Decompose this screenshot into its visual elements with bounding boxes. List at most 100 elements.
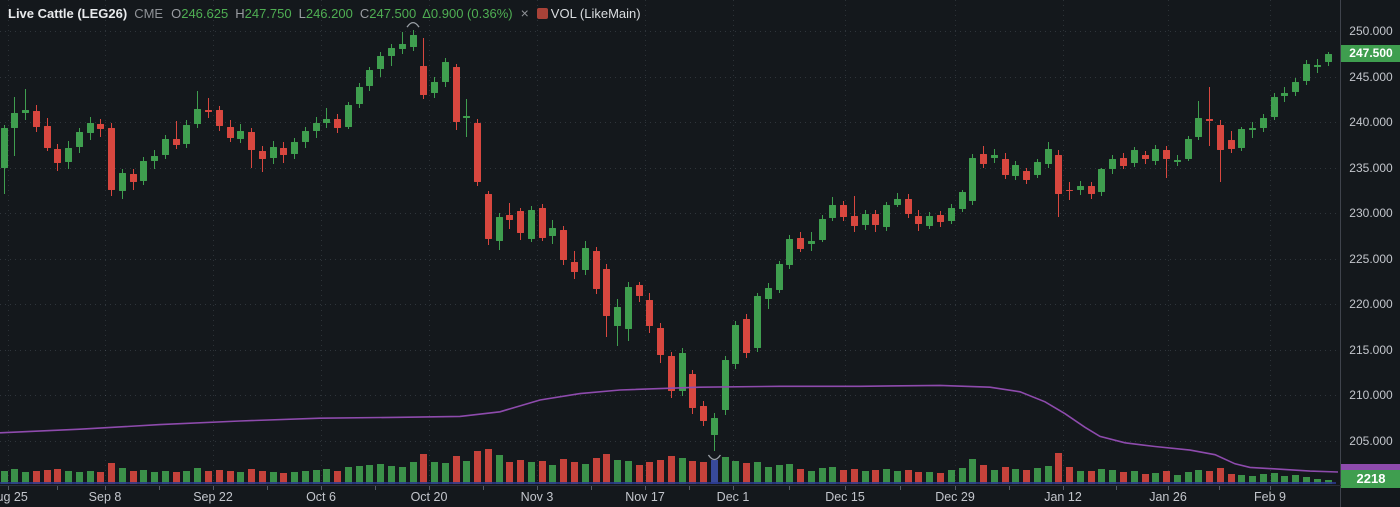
candle-body <box>571 261 578 272</box>
candle-wick <box>261 145 263 173</box>
candle-body <box>527 209 535 239</box>
volume-bar <box>183 470 191 484</box>
candle-body <box>312 123 320 132</box>
candle-body <box>301 131 309 143</box>
candle-wick <box>853 195 855 233</box>
volume-bar <box>1184 472 1192 484</box>
time-tick-mark <box>845 486 846 490</box>
candle-body <box>484 194 492 239</box>
volume-bar <box>829 466 837 484</box>
volume-bar <box>840 469 848 484</box>
candle-body <box>452 67 460 123</box>
candle-body <box>1259 117 1267 129</box>
volume-bar <box>969 458 977 484</box>
candle-body <box>883 205 891 227</box>
volume-bar <box>872 469 880 484</box>
volume-bar <box>571 462 578 484</box>
volume-bar <box>624 460 632 484</box>
price-tick-label: 210.000 <box>1349 388 1393 403</box>
volume-bar <box>151 471 159 484</box>
time-tick-mark <box>8 486 9 490</box>
time-tick-label: Jan 12 <box>1044 490 1082 504</box>
volume-bar <box>861 470 869 484</box>
candle-body <box>269 146 277 158</box>
time-tick-label: Sep 8 <box>88 490 122 504</box>
candle-body <box>334 119 342 128</box>
volume-bar <box>237 472 245 484</box>
time-tick-label: Oct 6 <box>306 490 336 504</box>
candle-body <box>861 214 869 226</box>
candle-body <box>1109 158 1117 170</box>
time-minor-tick-mark <box>483 486 484 490</box>
time-tick-label: Aug 25 <box>0 490 28 504</box>
volume-bar <box>312 469 320 484</box>
volume-bar <box>194 468 202 484</box>
volume-indicator-label[interactable]: VOL (LikeMain) <box>550 5 641 21</box>
candle-body <box>1302 63 1310 82</box>
candle-body <box>926 215 934 226</box>
volume-bar <box>32 470 40 484</box>
candle-body <box>1173 160 1181 162</box>
volume-bar <box>1163 470 1171 484</box>
h-gridline <box>0 213 1340 215</box>
volume-bar <box>215 469 223 484</box>
candle-body <box>431 82 439 93</box>
candle-body <box>904 198 912 215</box>
candle-body <box>786 238 794 266</box>
volume-bar <box>657 459 665 484</box>
ma-line <box>0 384 1339 473</box>
volume-bar <box>926 472 934 484</box>
time-axis[interactable]: Aug 25 Sep 8 Sep 22 Oct 6 Oct 20 Nov 3 Nov 17 D… <box>0 485 1400 507</box>
candle-body <box>840 205 848 217</box>
volume-bar <box>614 459 622 484</box>
v-gridline <box>321 0 322 485</box>
candlestick-plot-area[interactable]: Live Cattle (LEG26) CME O246.625 H247.750… <box>0 0 1340 485</box>
volume-bar <box>1173 475 1181 484</box>
volume-bar <box>398 466 406 484</box>
time-tick-label: Jan 26 <box>1149 490 1187 504</box>
price-axis[interactable]: 250.000 245.000 240.000 235.000 230.000 225.0… <box>1340 0 1400 507</box>
time-tick-label: Sep 22 <box>193 490 233 504</box>
volume-bar <box>1076 470 1084 484</box>
candle-body <box>161 139 169 155</box>
volume-bar <box>1023 469 1031 484</box>
candle-body <box>807 240 815 245</box>
close-indicator-icon[interactable]: × <box>520 5 529 21</box>
candle-body <box>474 123 482 183</box>
volume-bar <box>506 461 514 484</box>
volume-bar <box>22 471 30 484</box>
volume-bar <box>1238 475 1246 484</box>
volume-bar <box>732 460 740 484</box>
volume-bar <box>441 463 449 484</box>
time-minor-tick-mark <box>591 486 592 490</box>
candle-body <box>1206 119 1214 122</box>
volume-bar <box>1249 476 1257 484</box>
candle-body <box>1055 154 1063 195</box>
time-tick-label: Dec 15 <box>825 490 865 504</box>
time-tick-mark <box>955 486 956 490</box>
candle-wick <box>1166 145 1168 178</box>
candle-body <box>377 55 385 70</box>
candle-body <box>366 70 374 86</box>
volume-bar <box>915 471 923 484</box>
volume-bar <box>355 466 363 484</box>
chart-legend: Live Cattle (LEG26) CME O246.625 H247.750… <box>8 4 641 22</box>
candle-body <box>11 113 19 129</box>
candle-body <box>226 126 234 138</box>
candle-body <box>721 359 729 411</box>
candle-body <box>1130 150 1138 164</box>
symbol-title[interactable]: Live Cattle (LEG26) <box>8 5 128 21</box>
volume-bar <box>1109 469 1117 484</box>
candle-body <box>603 268 611 317</box>
volume-bar <box>1119 472 1127 484</box>
volume-bar <box>1216 467 1224 484</box>
time-tick-label: Dec 1 <box>716 490 750 504</box>
volume-bar <box>484 448 492 484</box>
candle-body <box>980 154 988 165</box>
time-minor-tick-mark <box>1009 486 1010 490</box>
volume-bar <box>1087 471 1095 484</box>
volume-bar <box>721 457 729 484</box>
candle-body <box>291 142 299 154</box>
volume-bar <box>538 460 546 484</box>
candle-body <box>753 296 761 349</box>
